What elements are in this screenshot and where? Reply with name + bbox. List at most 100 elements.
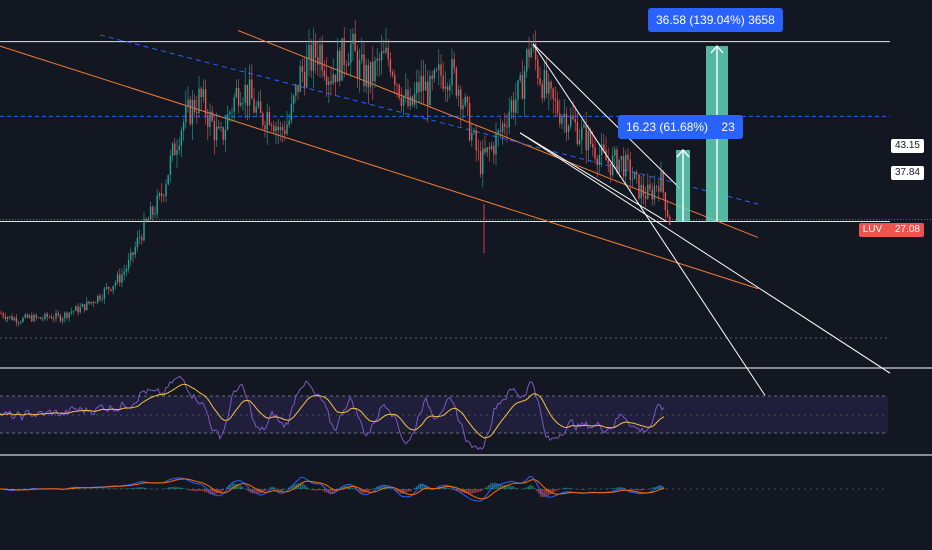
candle-body xyxy=(552,88,554,99)
candle-body xyxy=(121,274,123,283)
candle-body xyxy=(455,68,458,96)
macd-histogram-bar xyxy=(142,487,144,489)
candle-body xyxy=(39,317,42,320)
macd-histogram-bar xyxy=(306,486,308,489)
candle-body xyxy=(653,186,656,200)
candle-body xyxy=(596,158,598,165)
candle-body xyxy=(57,313,59,316)
candle-body xyxy=(433,69,436,79)
macd-histogram-bar xyxy=(618,487,620,489)
candle-body xyxy=(182,122,185,131)
candle-body xyxy=(75,306,77,311)
macd-histogram-bar xyxy=(300,482,302,489)
macd-histogram-bar xyxy=(614,487,616,489)
candle-body xyxy=(519,75,521,81)
macd-histogram-bar xyxy=(556,489,558,491)
candle-body xyxy=(149,206,152,220)
candle-body xyxy=(479,151,482,174)
candle-body xyxy=(413,93,416,105)
candle-body xyxy=(537,59,539,79)
candle-body xyxy=(508,111,510,128)
macd-histogram-bar xyxy=(280,489,282,491)
candle-body xyxy=(563,113,565,118)
candle-body xyxy=(640,184,642,199)
macd-histogram-bar xyxy=(442,487,444,489)
macd-histogram-bar xyxy=(198,489,200,491)
macd-histogram-bar xyxy=(516,488,518,489)
macd-histogram-bar xyxy=(188,489,190,491)
candle-body xyxy=(614,149,616,156)
candle-body xyxy=(493,145,495,155)
macd-histogram-bar xyxy=(168,487,170,489)
candle-body xyxy=(312,41,315,71)
macd-histogram-bar xyxy=(192,489,194,491)
candle-body xyxy=(369,61,372,88)
candle-body xyxy=(512,100,515,113)
candle-body xyxy=(435,69,438,71)
candle-body xyxy=(79,307,81,313)
macd-histogram-bar xyxy=(368,489,370,492)
candle-body xyxy=(541,84,543,99)
measure-large-label[interactable]: 36.58 (139.04%) 3658 xyxy=(648,8,783,32)
macd-histogram-bar xyxy=(250,489,252,493)
candle-body xyxy=(642,184,645,196)
falling-wedge[interactable] xyxy=(519,43,891,396)
candle-body xyxy=(268,112,271,125)
macd-histogram-bar xyxy=(312,489,314,491)
candle-body xyxy=(99,295,101,300)
measure-small-label[interactable]: 16.23 (61.68%) 23 xyxy=(618,115,743,139)
candle-body xyxy=(143,218,145,241)
candle-body xyxy=(607,160,609,164)
macd-histogram-bar xyxy=(138,487,140,489)
candle-body xyxy=(222,127,224,140)
macd-histogram-bar xyxy=(210,489,212,495)
candle-body xyxy=(132,252,134,255)
macd-histogram-bar xyxy=(324,489,326,492)
macd-histogram-bar xyxy=(398,489,400,493)
candle-body xyxy=(317,57,319,65)
price-channel[interactable] xyxy=(0,30,759,290)
rsi-pane xyxy=(0,375,888,451)
macd-histogram-bar xyxy=(568,487,570,489)
candle-body xyxy=(451,59,453,86)
candle-body xyxy=(156,195,158,215)
candle-body xyxy=(70,311,73,313)
candle-body xyxy=(215,126,218,141)
candle-body xyxy=(424,81,427,91)
candle-body xyxy=(248,79,251,106)
macd-pane xyxy=(0,475,888,502)
macd-histogram-bar xyxy=(644,489,646,490)
macd-histogram-bar xyxy=(270,486,272,489)
measure-small-text: 16.23 (61.68%) xyxy=(626,120,709,134)
macd-histogram-bar xyxy=(236,484,238,489)
macd-histogram-bar xyxy=(238,484,240,489)
candle-body xyxy=(574,118,576,123)
candle-body xyxy=(277,126,279,131)
candle-body xyxy=(598,154,601,165)
macd-histogram-bar xyxy=(410,489,412,492)
candle-body xyxy=(275,126,277,132)
candle-body xyxy=(259,101,262,114)
candle-body xyxy=(253,98,255,113)
candle-body xyxy=(325,76,328,86)
macd-histogram-bar xyxy=(526,486,528,489)
candle-body xyxy=(442,75,444,89)
macd-histogram-bar xyxy=(264,489,266,491)
candle-body xyxy=(625,154,627,177)
candle-body xyxy=(198,88,200,114)
macd-histogram-bar xyxy=(488,484,490,489)
candle-body xyxy=(20,322,22,323)
candle-body xyxy=(92,302,95,304)
candle-body xyxy=(378,58,381,61)
candle-body xyxy=(523,71,526,99)
candle-body xyxy=(86,301,88,311)
macd-histogram-bar xyxy=(504,485,506,489)
macd-histogram-bar xyxy=(174,486,176,489)
candle-body xyxy=(633,172,636,180)
candle-body xyxy=(66,312,68,318)
candle-body xyxy=(583,125,585,128)
candle-body xyxy=(13,317,15,321)
candle-body xyxy=(380,51,383,61)
macd-histogram-bar xyxy=(314,489,316,491)
